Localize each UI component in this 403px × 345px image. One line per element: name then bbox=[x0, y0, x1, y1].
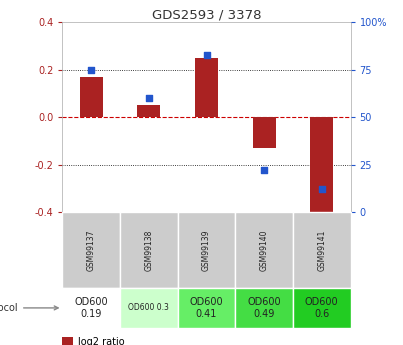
Text: OD600
0.19: OD600 0.19 bbox=[75, 297, 108, 319]
Bar bbox=[310, 117, 333, 217]
Bar bbox=[293, 212, 351, 288]
Point bbox=[319, 187, 325, 192]
Bar bbox=[235, 288, 293, 328]
Text: GSM99139: GSM99139 bbox=[202, 229, 211, 271]
Bar bbox=[137, 106, 160, 117]
Title: GDS2593 / 3378: GDS2593 / 3378 bbox=[152, 8, 261, 21]
Bar bbox=[235, 212, 293, 288]
Point bbox=[261, 168, 268, 173]
Bar bbox=[62, 212, 120, 288]
Bar bbox=[62, 288, 120, 328]
Text: GSM99138: GSM99138 bbox=[144, 229, 154, 271]
Bar bbox=[178, 288, 235, 328]
Bar bbox=[293, 288, 351, 328]
Text: OD600
0.6: OD600 0.6 bbox=[305, 297, 339, 319]
Text: log2 ratio: log2 ratio bbox=[78, 337, 125, 345]
Text: GSM99137: GSM99137 bbox=[87, 229, 96, 271]
Point bbox=[88, 67, 95, 72]
Bar bbox=[120, 288, 178, 328]
Text: OD600
0.41: OD600 0.41 bbox=[190, 297, 223, 319]
Bar bbox=[120, 212, 178, 288]
Bar bbox=[253, 117, 276, 148]
Bar bbox=[80, 77, 103, 117]
Text: growth protocol: growth protocol bbox=[0, 303, 58, 313]
Point bbox=[204, 52, 210, 57]
Bar bbox=[62, 337, 73, 345]
Point bbox=[146, 96, 152, 101]
Bar bbox=[178, 212, 235, 288]
Text: GSM99140: GSM99140 bbox=[260, 229, 269, 271]
Text: GSM99141: GSM99141 bbox=[317, 229, 326, 271]
Bar bbox=[195, 58, 218, 117]
Text: OD600 0.3: OD600 0.3 bbox=[129, 303, 169, 313]
Text: OD600
0.49: OD600 0.49 bbox=[247, 297, 281, 319]
